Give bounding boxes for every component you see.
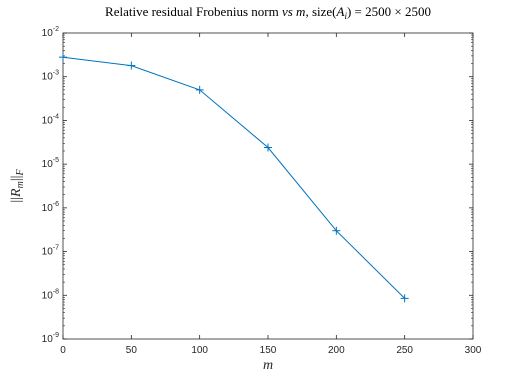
x-tick-label: 250 [396, 345, 413, 356]
y-tick-label: 10-6 [42, 201, 59, 214]
title-size-prefix: , size( [305, 4, 336, 19]
y-tick-label: 10-5 [42, 157, 59, 170]
y-tick-label: 10-9 [42, 332, 59, 345]
x-axis: 0 50 100 150 200 250 300 [60, 33, 482, 356]
data-point-marker [127, 61, 136, 70]
ylabel-bars-right: || [9, 176, 24, 182]
x-tick-label: 100 [191, 345, 208, 356]
ylabel-bars-left: || [9, 197, 24, 203]
y-tick-label: 10-7 [42, 245, 59, 258]
ylabel-f-sub: F [15, 169, 26, 177]
data-point-marker [400, 294, 409, 303]
title-i: i [344, 11, 347, 21]
y-tick-label: 10-4 [42, 113, 59, 126]
data-point-marker [332, 226, 341, 235]
x-tick-label: 300 [465, 345, 482, 356]
data-point-marker [195, 85, 204, 94]
x-tick-label: 50 [126, 345, 138, 356]
title-a: A [335, 4, 344, 19]
plot-area [62, 32, 474, 340]
title-size-suffix: ) = 2500 × 2500 [347, 4, 431, 19]
x-tick-label: 0 [60, 345, 66, 356]
series-markers [59, 53, 409, 303]
y-axis-label: ||Rm||F [9, 169, 26, 203]
data-point-marker [264, 143, 272, 152]
y-tick-label: 10-8 [42, 288, 59, 301]
y-axis: 10-9 10-8 10-7 10-6 10-5 10-4 10-3 10-2 [42, 26, 473, 345]
ylabel-r: R [9, 188, 24, 198]
series-line [62, 56, 406, 299]
x-axis-label: m [263, 358, 273, 373]
title-prefix: Relative residual Frobenius norm [105, 4, 282, 19]
chart-title: Relative residual Frobenius norm vs m, s… [105, 4, 431, 21]
ylabel-m-sub: m [15, 181, 26, 188]
y-tick-label: 10-3 [42, 70, 59, 83]
x-tick-label: 200 [328, 345, 345, 356]
x-tick-label: 150 [260, 345, 277, 356]
title-m: m [296, 4, 305, 19]
data-point-marker [59, 53, 67, 62]
title-vs: vs [282, 4, 293, 19]
y-tick-label: 10-2 [42, 26, 59, 39]
